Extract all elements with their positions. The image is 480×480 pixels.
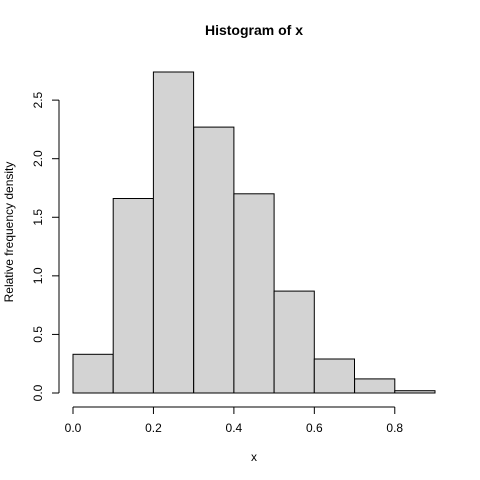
x-axis: 0.0 0.2 0.4 0.6 0.8 — [65, 406, 403, 435]
y-tick-label-3: 1.5 — [31, 209, 45, 226]
bars-group — [72, 71, 436, 394]
y-tick-label-0: 0.0 — [31, 384, 45, 401]
histogram-bar-5 — [273, 290, 315, 394]
y-axis: 0.0 0.5 1.0 1.5 2.0 2.5 — [31, 91, 60, 401]
histogram-bar-8 — [394, 390, 436, 394]
y-axis-label: Relative frequency density — [2, 162, 16, 303]
histogram-bar-4 — [233, 193, 275, 394]
y-tick-label-4: 2.0 — [31, 150, 45, 167]
x-tick-label-2: 0.4 — [226, 421, 243, 435]
histogram-bar-6 — [313, 358, 355, 394]
x-tick-label-1: 0.2 — [145, 421, 162, 435]
x-tick-label-0: 0.0 — [65, 421, 82, 435]
y-tick-label-1: 0.5 — [31, 326, 45, 343]
x-tick-label-3: 0.6 — [306, 421, 323, 435]
histogram-bar-2 — [152, 71, 195, 394]
x-tick-label-4: 0.8 — [386, 421, 403, 435]
histogram-bar-0 — [72, 353, 114, 394]
histogram-bar-7 — [354, 378, 396, 394]
chart-title: Histogram of x — [205, 22, 303, 38]
y-tick-label-2: 1.0 — [31, 267, 45, 284]
histogram-bar-1 — [112, 198, 154, 394]
histogram-bar-3 — [193, 126, 235, 394]
x-axis-label: x — [251, 450, 257, 464]
y-tick-label-5: 2.5 — [31, 91, 45, 108]
